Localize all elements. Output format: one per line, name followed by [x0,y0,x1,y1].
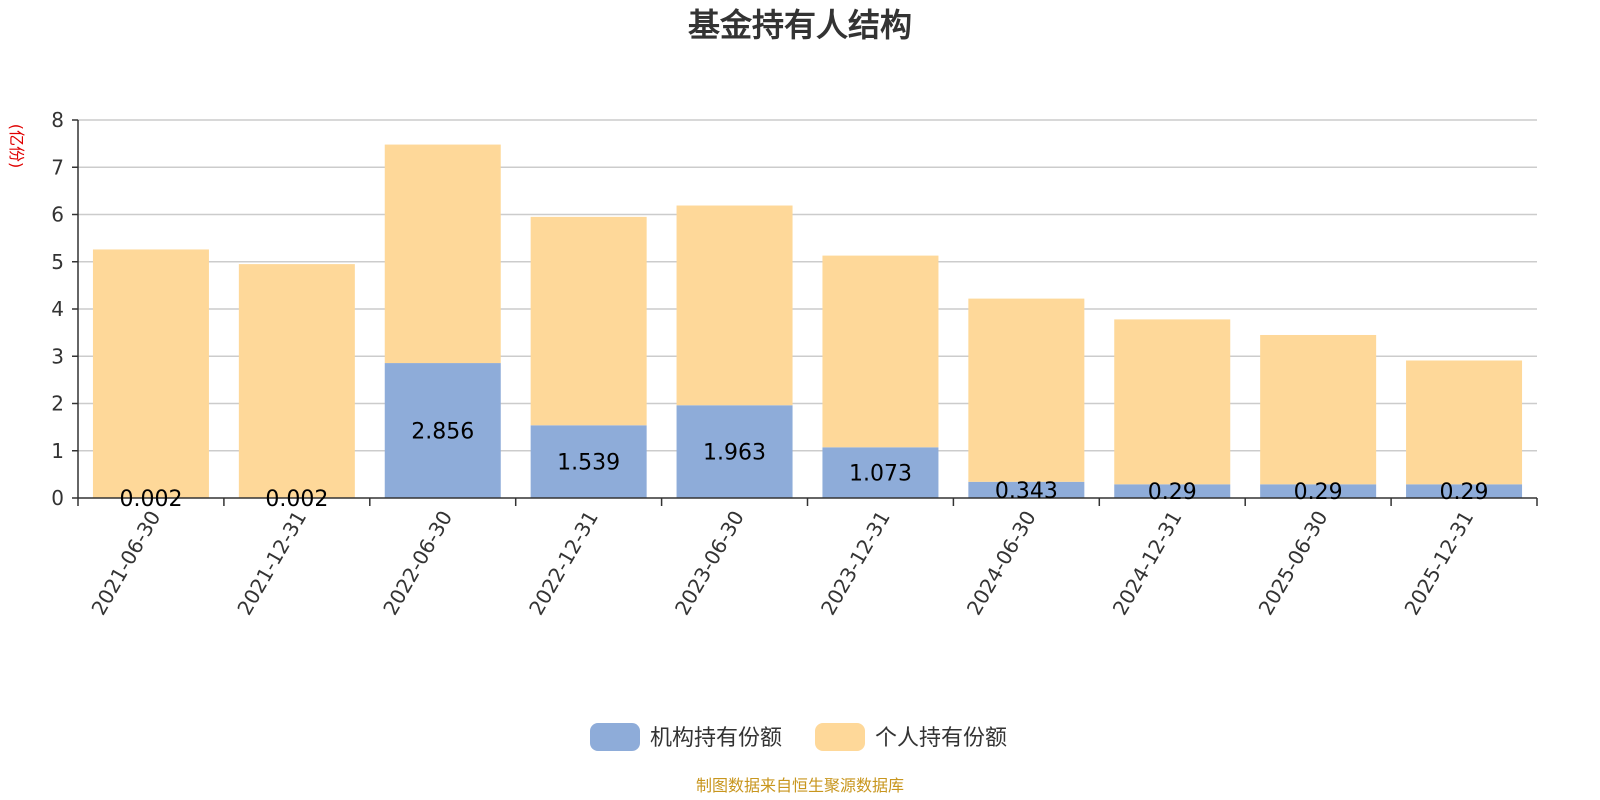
legend-label: 个人持有份额 [875,726,1007,751]
bar-individual[interactable] [1114,319,1231,485]
bar-institutional[interactable] [1260,484,1377,498]
legend-item-institutional[interactable]: 机构持有份额 [590,723,782,751]
legend-label: 机构持有份额 [650,726,782,751]
bar-individual[interactable] [384,144,501,364]
legend-swatch [815,723,865,751]
data-label: 0.29 [1294,480,1343,505]
x-tick-label: 2025-06-30 [1254,507,1333,620]
data-label: 1.073 [849,462,912,487]
y-tick-label: 7 [51,155,64,179]
x-tick-label: 2022-12-31 [524,507,603,620]
legend: 机构持有份额 个人持有份额 [590,723,1007,751]
data-label: 1.539 [557,451,620,476]
x-tick-label: 2021-06-30 [86,507,165,620]
bar-individual[interactable] [92,249,209,498]
y-tick-label: 2 [51,392,64,416]
y-tick-label: 6 [51,203,64,227]
bar-individual[interactable] [676,205,793,406]
bar-individual[interactable] [238,264,355,498]
bar-institutional[interactable] [1406,484,1523,498]
bar-individual[interactable] [1406,360,1523,485]
data-label: 0.343 [995,479,1058,504]
bar-institutional[interactable] [1114,484,1231,498]
bar-institutional[interactable] [676,405,793,498]
y-tick-label: 1 [51,439,64,463]
data-label: 2.856 [411,420,474,445]
x-tick-label: 2024-12-31 [1108,507,1187,620]
x-tick-label: 2023-06-30 [670,507,749,620]
bar-individual[interactable] [968,298,1085,482]
data-label: 0.002 [119,487,182,512]
x-tick-label: 2025-12-31 [1399,507,1478,620]
x-tick-label: 2022-06-30 [378,507,457,620]
bars [92,144,1523,498]
bar-institutional[interactable] [822,447,939,498]
bar-institutional[interactable] [968,481,1085,498]
x-tick-label: 2021-12-31 [232,507,311,620]
bar-individual[interactable] [822,255,939,448]
data-label: 0.29 [1148,480,1197,505]
y-tick-label: 5 [51,250,64,274]
y-tick-label: 0 [51,486,64,510]
legend-swatch [590,723,640,751]
chart-title: 基金持有人结构 [688,6,912,44]
data-label: 0.29 [1440,480,1489,505]
y-tick-label: 4 [51,297,64,321]
data-labels: 0.002 0.002 2.856 1.539 1.963 1.073 0.343 0.29 0… [119,420,1488,512]
bar-institutional[interactable] [384,363,501,498]
x-tick-label: 2023-12-31 [816,507,895,620]
source-note: 制图数据来自恒生聚源数据库 [696,776,904,795]
legend-item-individual[interactable]: 个人持有份额 [815,723,1007,751]
bar-individual[interactable] [530,216,647,426]
data-label: 0.002 [265,487,328,512]
y-axis-unit: (亿份) [7,124,26,169]
x-tick-label: 2024-06-30 [962,507,1041,620]
y-tick-label: 8 [51,108,64,132]
bar-individual[interactable] [1260,334,1377,485]
y-tick-label: 3 [51,344,64,368]
data-label: 1.963 [703,441,766,466]
bar-institutional[interactable] [530,425,647,498]
